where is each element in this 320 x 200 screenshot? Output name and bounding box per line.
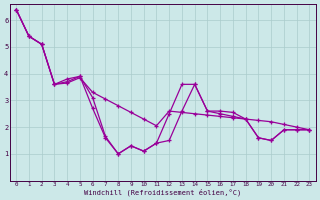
X-axis label: Windchill (Refroidissement éolien,°C): Windchill (Refroidissement éolien,°C): [84, 188, 242, 196]
